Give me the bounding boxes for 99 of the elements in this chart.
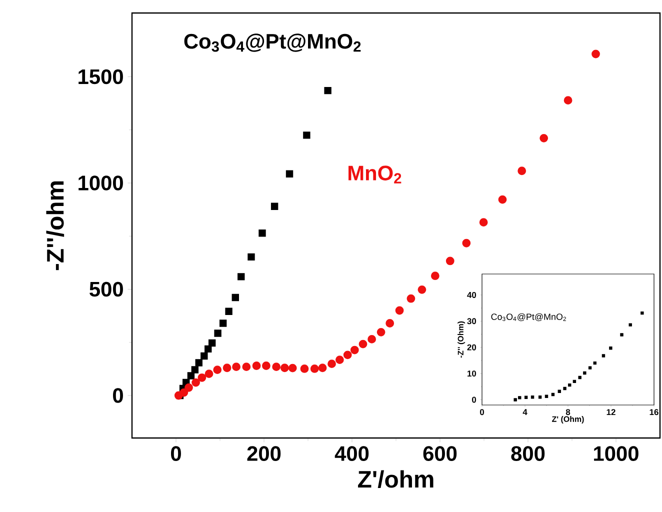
y-axis-title: -Z''/ohm <box>46 181 64 270</box>
point <box>343 350 352 360</box>
x-tick-label: 8 <box>566 409 570 416</box>
point <box>551 392 555 396</box>
point <box>588 366 592 370</box>
point <box>198 373 206 382</box>
point <box>620 333 624 336</box>
point <box>280 364 289 372</box>
point <box>252 362 261 370</box>
point <box>518 166 526 176</box>
point <box>270 202 278 210</box>
point <box>446 256 454 266</box>
point <box>242 362 251 372</box>
point <box>518 396 522 400</box>
point <box>609 346 612 350</box>
point <box>191 366 199 374</box>
point <box>593 361 596 365</box>
y-tick-label: 500 <box>90 282 123 297</box>
point <box>286 170 294 178</box>
point <box>524 396 528 399</box>
x-axis-title: Z'/ohm <box>358 470 434 488</box>
point <box>578 376 582 380</box>
point <box>640 311 644 315</box>
point <box>386 319 394 328</box>
text: Co$_{3}$O$_{4}$@Pt@MnO$_{2}$ <box>491 313 566 322</box>
point <box>544 394 548 398</box>
point <box>225 308 232 315</box>
point <box>310 364 319 373</box>
point <box>358 340 368 348</box>
point <box>368 334 376 344</box>
x-tick-label: 400 <box>334 446 369 461</box>
text: Co$_{3}$O$_{4}$@Pt@MnO$_{2}$ <box>184 34 361 52</box>
point <box>395 306 404 315</box>
point <box>208 339 216 347</box>
point <box>200 352 208 360</box>
point <box>328 360 336 368</box>
y-tick-label: 10 <box>468 370 476 377</box>
point <box>376 328 386 336</box>
point <box>303 132 310 139</box>
y-tick-label: 40 <box>467 292 476 298</box>
point <box>262 362 270 370</box>
point <box>213 366 222 374</box>
y-tick-label: 0 <box>113 388 123 403</box>
point <box>563 386 566 390</box>
point <box>628 323 632 326</box>
y-tick-label: 1500 <box>78 69 123 84</box>
x-tick-label: 0 <box>480 409 484 416</box>
x-tick-label: 12 <box>606 409 616 416</box>
point <box>558 390 562 393</box>
x-tick-label: 0 <box>171 446 181 461</box>
point <box>300 364 309 373</box>
x-tick-label: 1000 <box>594 446 638 461</box>
point <box>180 388 188 397</box>
point <box>418 285 426 294</box>
y-tick-label: 30 <box>467 318 476 324</box>
point <box>462 238 471 248</box>
point <box>238 273 245 280</box>
y-tick-label: 0 <box>472 396 476 403</box>
point <box>568 383 572 387</box>
point <box>430 272 440 280</box>
point <box>602 354 606 358</box>
point <box>583 371 586 375</box>
point <box>514 398 517 402</box>
point <box>350 346 359 354</box>
point <box>479 218 488 227</box>
point <box>195 359 202 366</box>
point <box>572 380 576 384</box>
point <box>187 372 195 380</box>
point <box>288 364 297 372</box>
point <box>272 362 281 372</box>
point <box>592 50 600 58</box>
y-tick-label: 1000 <box>78 176 123 190</box>
point <box>564 96 572 105</box>
point <box>318 364 327 372</box>
point <box>538 396 542 399</box>
x-tick-label: 16 <box>650 409 658 416</box>
x-tick-label: 200 <box>247 446 281 461</box>
point <box>232 294 239 302</box>
x-tick-label: 4 <box>522 409 528 415</box>
point <box>248 253 255 261</box>
point <box>184 383 193 392</box>
x-tick-label: 800 <box>511 446 545 461</box>
point <box>219 320 227 327</box>
point <box>498 195 507 204</box>
point <box>335 356 344 364</box>
text: MnO$_{2}$ <box>348 166 402 184</box>
point <box>214 330 222 337</box>
point <box>530 396 534 399</box>
point <box>222 364 232 372</box>
x-tick-label: 600 <box>423 446 457 461</box>
point <box>192 378 200 387</box>
point <box>540 134 548 142</box>
point <box>232 362 240 372</box>
point <box>406 294 416 303</box>
point <box>204 345 212 353</box>
y-tick-label: 20 <box>467 344 476 350</box>
point <box>258 230 266 237</box>
point <box>204 370 214 378</box>
point <box>324 86 332 94</box>
